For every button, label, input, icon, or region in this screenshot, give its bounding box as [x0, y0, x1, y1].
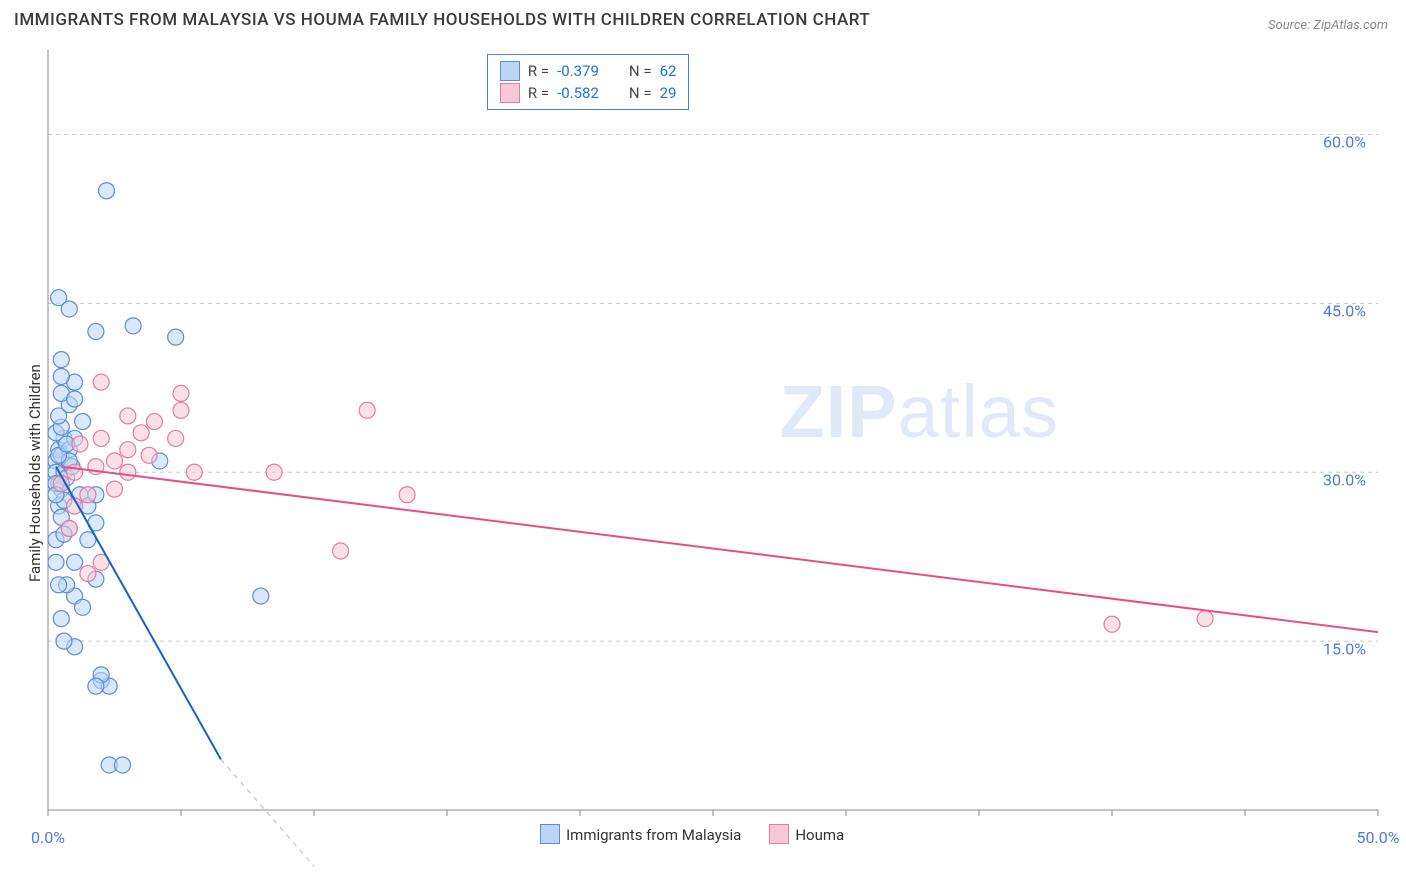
- y-axis-title: Family Households with Children: [26, 364, 44, 582]
- legend-r-value: -0.379: [557, 60, 599, 82]
- y-tick-label: 45.0%: [1323, 302, 1366, 321]
- legend-stat-row: R = -0.582 N = 29: [500, 82, 677, 104]
- legend-swatch: [769, 824, 789, 844]
- legend-n-label: N =: [629, 60, 652, 82]
- legend-r-label: R =: [528, 82, 549, 104]
- legend-swatch: [500, 83, 520, 103]
- legend-item: Immigrants from Malaysia: [540, 824, 741, 844]
- legend-stat-row: R = -0.379 N = 62: [500, 60, 677, 82]
- legend-label: Houma: [795, 826, 844, 844]
- legend-series: Immigrants from Malaysia Houma: [540, 824, 844, 844]
- legend-r-label: R =: [528, 60, 549, 82]
- legend-swatch: [540, 824, 560, 844]
- x-tick-label: 50.0%: [1357, 828, 1400, 847]
- y-tick-label: 30.0%: [1323, 471, 1366, 490]
- legend-correlation-box: R = -0.379 N = 62 R = -0.582 N = 29: [487, 54, 690, 110]
- legend-item: Houma: [769, 824, 844, 844]
- y-tick-label: 15.0%: [1323, 640, 1366, 659]
- y-tick-label: 60.0%: [1323, 133, 1366, 152]
- correlation-chart: [0, 0, 1406, 892]
- legend-n-value: 62: [660, 60, 677, 82]
- legend-n-label: N =: [629, 82, 652, 104]
- legend-n-value: 29: [660, 82, 677, 104]
- legend-r-value: -0.582: [557, 82, 599, 104]
- x-tick-label: 0.0%: [31, 828, 65, 847]
- legend-swatch: [500, 61, 520, 81]
- legend-label: Immigrants from Malaysia: [566, 826, 741, 844]
